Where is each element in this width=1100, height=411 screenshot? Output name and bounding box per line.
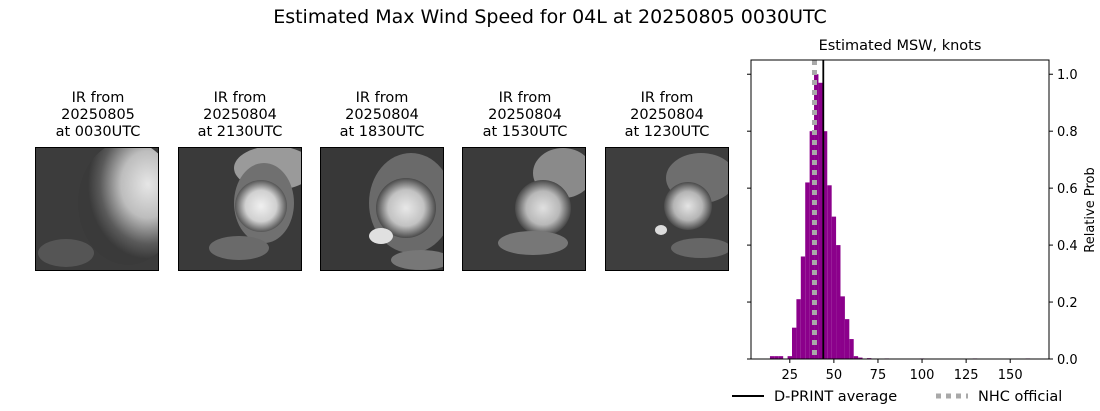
x-tick-label: 125 <box>954 368 979 383</box>
histogram-bars <box>769 74 1031 360</box>
ir-satellite-image-1 <box>35 147 159 271</box>
histogram-bar <box>809 131 815 359</box>
y-tick-label: 0.2 <box>1057 296 1078 311</box>
ir-panel-5-date: 20250804 <box>630 107 704 123</box>
histogram-bar <box>836 245 841 359</box>
histogram-bar <box>831 216 837 359</box>
histogram-bar <box>805 182 810 359</box>
y-tick-label: 0.6 <box>1057 182 1078 197</box>
ir-panel-3-line1: IR from <box>355 90 409 106</box>
histogram-bar <box>849 339 854 359</box>
legend-label-average: D-PRINT average <box>774 389 897 405</box>
chart-legend: D-PRINT average NHC official <box>730 385 1090 411</box>
ir-satellite-image-2 <box>178 147 302 271</box>
ir-satellite-image-5 <box>605 147 729 271</box>
y-tick-label: 0.0 <box>1057 353 1078 368</box>
histogram-bar <box>800 256 806 359</box>
y-tick-label: 1.0 <box>1057 68 1078 83</box>
histogram-bar <box>853 356 859 359</box>
x-tick-label: 150 <box>998 368 1023 383</box>
ir-panel-4-date: 20250804 <box>488 107 562 123</box>
histogram-bar <box>814 74 819 359</box>
y-tick-label: 0.4 <box>1057 239 1078 254</box>
histogram-bar <box>827 185 832 359</box>
ir-panel-title-1: IR from 20250805 at 0030UTC <box>23 90 173 141</box>
ir-panel-title-5: IR from 20250804 at 1230UTC <box>592 90 742 141</box>
histogram-bar <box>858 357 863 359</box>
histogram-bar <box>778 356 784 359</box>
reference-lines <box>811 60 825 359</box>
ir-panel-5-line1: IR from <box>640 90 694 106</box>
plot-frame <box>750 59 1050 360</box>
ir-panel-2-time: at 2130UTC <box>197 124 283 140</box>
figure-title: Estimated Max Wind Speed for 04L at 2025… <box>273 6 827 28</box>
ir-panel-1-time: at 0030UTC <box>55 124 141 140</box>
histogram-bar <box>822 131 828 359</box>
histogram-bar <box>787 356 792 359</box>
x-axis-ticks: 25 50 75 100 125 150 <box>782 359 1023 383</box>
y-axis-label: Relative Prob <box>1083 167 1098 252</box>
x-tick-label: 25 <box>782 368 799 383</box>
histogram-bar <box>840 296 845 359</box>
ir-panel-2-date: 20250804 <box>203 107 277 123</box>
histogram-bar <box>791 327 797 359</box>
histogram-bar <box>818 82 823 360</box>
ir-panel-5-time: at 1230UTC <box>624 124 710 140</box>
x-tick-label: 75 <box>870 368 887 383</box>
chart-title: Estimated MSW, knots <box>819 38 982 54</box>
ir-satellite-image-3 <box>320 147 444 271</box>
ir-panel-1-date: 20250805 <box>61 107 135 123</box>
ir-panel-4-time: at 1530UTC <box>482 124 568 140</box>
ir-panel-4-line1: IR from <box>498 90 552 106</box>
ir-panel-title-3: IR from 20250804 at 1830UTC <box>307 90 457 141</box>
ir-panel-title-4: IR from 20250804 at 1530UTC <box>450 90 600 141</box>
legend-svg: D-PRINT average NHC official <box>732 389 1062 405</box>
ir-panel-3-date: 20250804 <box>345 107 419 123</box>
ir-panel-3-time: at 1830UTC <box>339 124 425 140</box>
y-tick-label: 0.8 <box>1057 125 1078 140</box>
histogram-bar <box>796 299 801 359</box>
legend-label-official: NHC official <box>978 389 1062 405</box>
ir-satellite-image-4 <box>462 147 586 271</box>
histogram-bar <box>769 356 775 359</box>
x-tick-label: 50 <box>826 368 843 383</box>
histogram-bar <box>774 356 779 359</box>
ir-panel-1-line1: IR from <box>71 90 125 106</box>
y-axis-ticks: 0.0 0.2 0.4 0.6 0.8 1.0 <box>747 68 1078 368</box>
x-tick-label: 100 <box>910 368 935 383</box>
ir-panel-2-line1: IR from <box>213 90 267 106</box>
histogram-bar <box>844 319 850 359</box>
ir-panel-title-2: IR from 20250804 at 2130UTC <box>165 90 315 141</box>
